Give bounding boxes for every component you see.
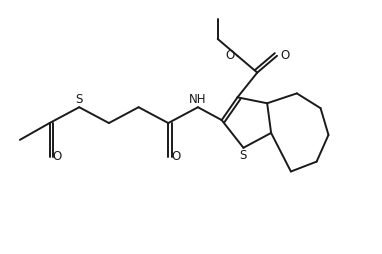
Text: O: O bbox=[280, 49, 290, 62]
Text: S: S bbox=[240, 149, 247, 162]
Text: O: O bbox=[53, 150, 62, 163]
Text: NH: NH bbox=[189, 93, 207, 106]
Text: O: O bbox=[172, 150, 181, 163]
Text: O: O bbox=[225, 49, 234, 62]
Text: S: S bbox=[76, 93, 83, 106]
